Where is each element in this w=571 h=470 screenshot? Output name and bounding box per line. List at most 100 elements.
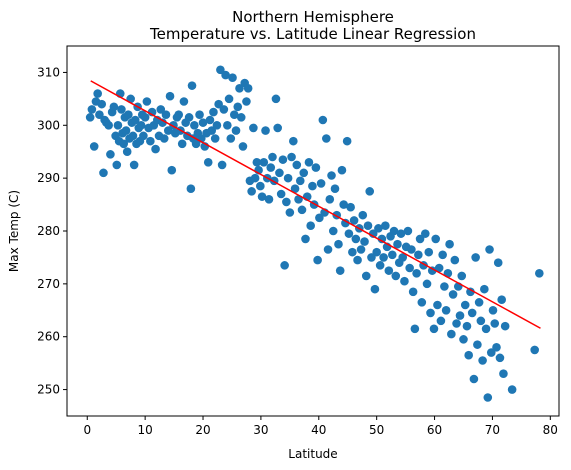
data-point	[393, 239, 402, 249]
data-point	[351, 234, 361, 244]
data-point	[348, 247, 357, 257]
data-point	[414, 250, 423, 260]
data-point	[452, 319, 461, 328]
data-point	[415, 234, 425, 244]
data-point	[276, 189, 286, 199]
data-point	[217, 160, 227, 170]
data-point	[436, 316, 446, 326]
data-point	[341, 218, 350, 228]
data-point	[282, 197, 291, 207]
data-point	[299, 168, 309, 178]
chart-subtitle: Temperature vs. Latitude Linear Regressi…	[149, 25, 476, 43]
data-point	[159, 134, 169, 143]
data-point	[400, 276, 409, 286]
data-point	[250, 173, 260, 183]
data-point	[445, 239, 454, 249]
data-point	[261, 126, 270, 135]
data-point	[121, 126, 131, 135]
y-tick-label: 300	[37, 118, 60, 132]
data-point	[273, 123, 282, 133]
data-point	[322, 134, 331, 143]
data-point	[334, 239, 343, 249]
data-point	[427, 266, 437, 275]
data-point	[104, 120, 113, 130]
x-axis-label: Latitude	[288, 447, 337, 461]
regression-line	[90, 80, 541, 329]
data-point	[117, 105, 126, 114]
data-point	[339, 200, 348, 209]
data-point	[467, 308, 477, 318]
x-tick-label: 20	[195, 423, 210, 437]
data-point	[440, 282, 449, 291]
y-tick-label: 310	[37, 65, 60, 79]
data-point	[198, 118, 208, 127]
data-point	[89, 142, 99, 151]
data-point	[209, 107, 218, 117]
data-point	[139, 131, 148, 141]
data-point	[287, 152, 296, 162]
data-point	[407, 245, 416, 254]
data-point	[379, 253, 388, 262]
data-point	[119, 139, 129, 149]
data-point	[431, 234, 441, 244]
data-point	[167, 165, 177, 175]
data-point	[328, 226, 338, 236]
data-point	[462, 321, 472, 331]
data-point	[327, 171, 336, 180]
data-point	[408, 287, 418, 297]
data-point	[377, 234, 387, 244]
x-tick-label: 70	[485, 423, 500, 437]
data-point	[124, 110, 133, 120]
data-point	[228, 73, 237, 83]
data-point	[259, 157, 269, 167]
data-point	[375, 261, 385, 270]
data-point	[233, 102, 243, 112]
x-tick-label: 10	[138, 423, 153, 437]
data-point	[278, 155, 288, 164]
data-point	[342, 136, 352, 146]
data-point	[292, 160, 302, 170]
data-point	[190, 120, 199, 130]
data-point	[429, 324, 439, 334]
data-point	[295, 176, 305, 186]
data-point	[283, 173, 293, 183]
data-point	[381, 221, 390, 231]
data-point	[142, 97, 152, 106]
data-point	[289, 136, 298, 146]
data-point	[372, 247, 381, 257]
data-point	[396, 229, 406, 238]
y-tick-label: 250	[37, 383, 60, 397]
data-point	[389, 226, 399, 236]
data-point	[318, 115, 328, 125]
data-point	[441, 305, 451, 315]
data-point	[460, 300, 470, 310]
data-point	[316, 179, 326, 188]
data-point	[122, 147, 132, 157]
data-point	[315, 213, 324, 223]
data-point	[486, 348, 496, 357]
data-point	[412, 268, 421, 278]
data-point	[499, 369, 508, 379]
data-point	[388, 250, 397, 260]
data-point	[163, 126, 173, 135]
data-point	[405, 263, 414, 273]
data-point	[131, 115, 140, 125]
data-point	[391, 271, 401, 281]
data-point	[266, 163, 276, 172]
data-point	[358, 210, 368, 220]
data-point	[238, 142, 248, 151]
data-point	[476, 316, 486, 326]
data-point	[221, 70, 230, 80]
data-point	[216, 65, 225, 75]
data-point	[481, 324, 491, 334]
data-point	[205, 115, 215, 125]
data-point	[424, 247, 434, 257]
chart-title: Northern Hemisphere	[232, 8, 394, 26]
data-point	[353, 255, 362, 265]
data-point	[306, 221, 315, 231]
data-point	[422, 279, 432, 289]
data-point	[112, 160, 122, 170]
data-point	[226, 134, 236, 143]
data-point	[229, 110, 239, 120]
